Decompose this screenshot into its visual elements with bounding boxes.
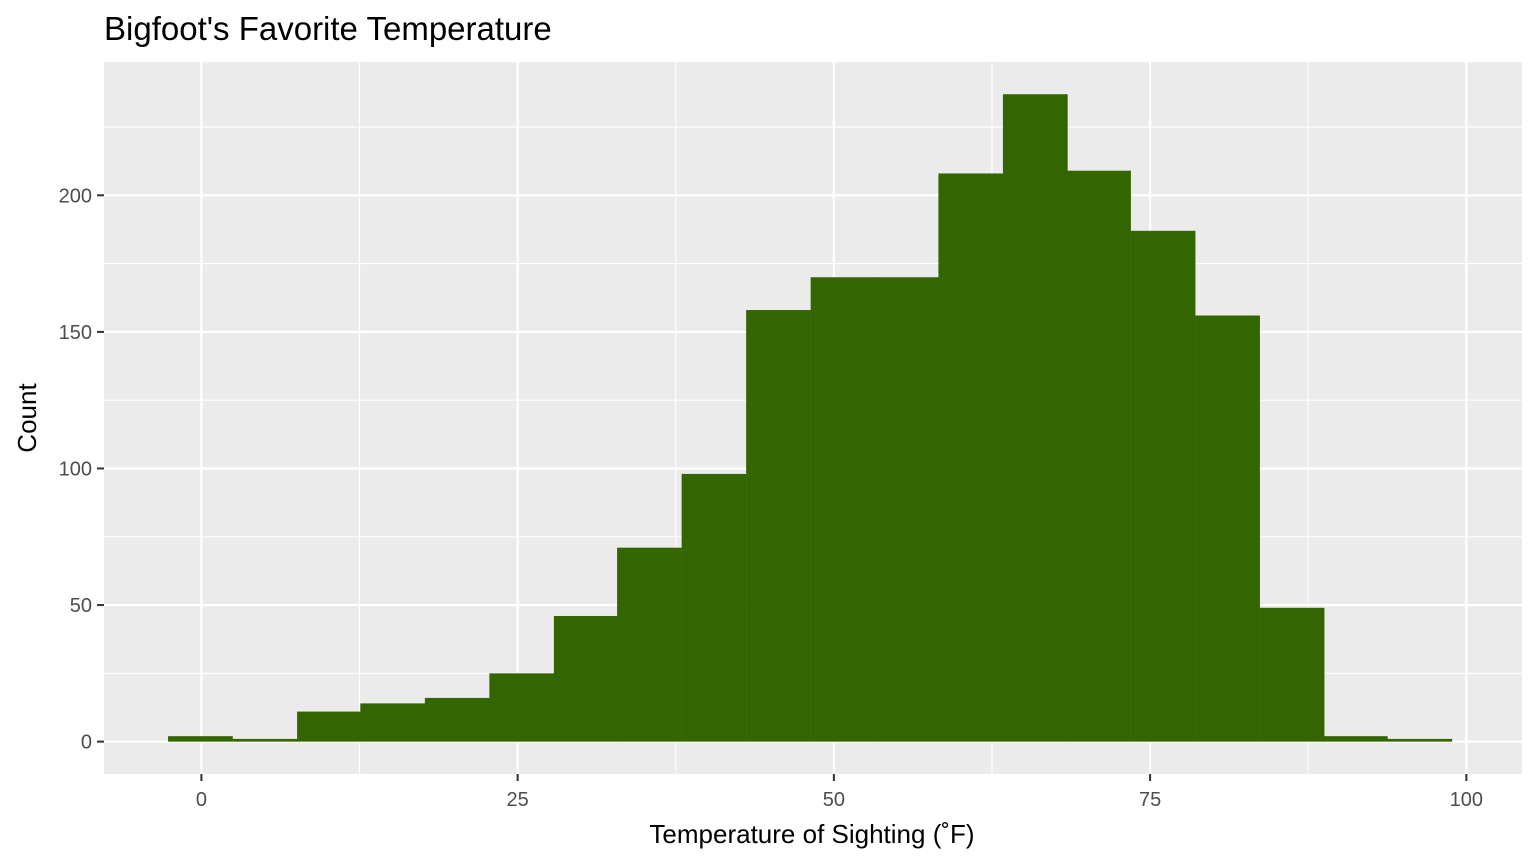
histogram-bar — [232, 738, 298, 742]
x-axis-title: Temperature of Sighting (˚F) — [649, 819, 974, 849]
histogram-bar — [168, 736, 233, 742]
histogram-bar — [938, 173, 1004, 742]
x-tick-label: 100 — [1450, 789, 1483, 811]
histogram-bar — [297, 711, 362, 742]
y-axis-ticks: 0 50 100 150 200 — [59, 185, 104, 754]
x-tick-label: 75 — [1139, 789, 1161, 811]
histogram-bar — [553, 615, 619, 742]
histogram-bar — [746, 310, 811, 742]
histogram-bar — [1259, 607, 1325, 742]
chart-title: Bigfoot's Favorite Temperature — [104, 10, 552, 47]
x-tick-label: 0 — [196, 789, 207, 811]
histogram-bar — [873, 277, 939, 742]
x-axis-ticks: 0 25 50 75 100 — [196, 774, 1483, 811]
histogram-bar — [1195, 315, 1260, 742]
histogram-bar — [1387, 738, 1453, 742]
y-tick-label: 200 — [59, 185, 92, 207]
y-tick-label: 100 — [59, 458, 92, 480]
histogram-bar — [489, 673, 555, 742]
histogram-bar — [617, 547, 682, 742]
x-tick-label: 50 — [823, 789, 845, 811]
histogram-bar — [424, 697, 490, 742]
histogram-bar — [1002, 94, 1068, 742]
bars — [168, 94, 1453, 742]
histogram-bar — [1066, 170, 1131, 742]
histogram-bar — [810, 277, 876, 742]
x-tick-label: 25 — [507, 789, 529, 811]
y-axis-title: Count — [12, 383, 42, 453]
histogram-bar — [360, 703, 426, 742]
y-tick-label: 50 — [70, 595, 92, 617]
histogram-bar — [1322, 736, 1388, 742]
y-tick-label: 150 — [59, 322, 92, 344]
histogram-bar — [1130, 230, 1196, 742]
y-tick-label: 0 — [81, 732, 92, 754]
histogram-bar — [681, 473, 747, 742]
